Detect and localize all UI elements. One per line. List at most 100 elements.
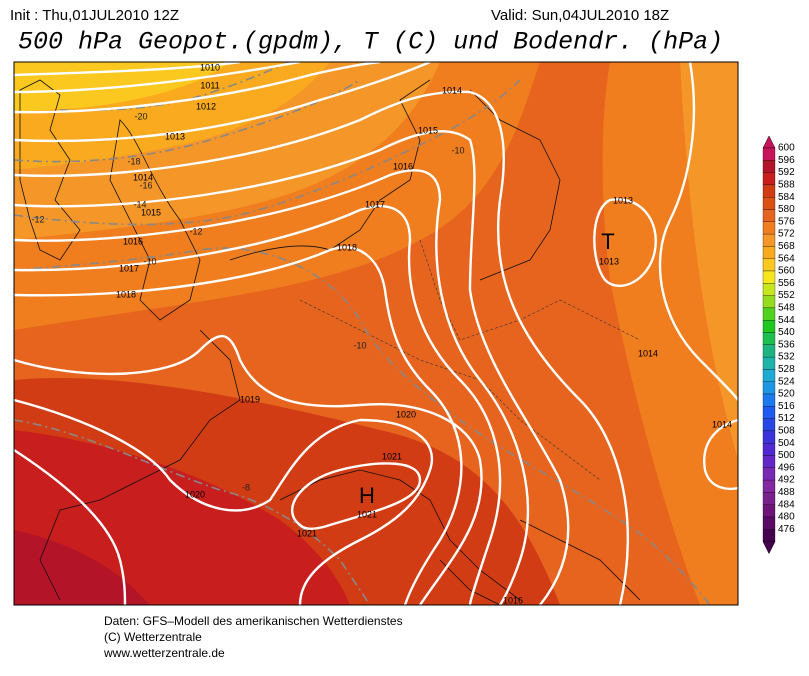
color-bar-label: 520 (778, 389, 795, 400)
copyright: (C) Wetterzentrale (104, 630, 202, 644)
color-bar-cell (762, 147, 776, 161)
temperature-label: -16 (139, 180, 152, 190)
color-bar-cell (762, 332, 776, 345)
website: www.wetterzentrale.de (103, 646, 225, 660)
isobar-label: 1021 (297, 528, 317, 538)
low-pressure-symbol: T (601, 229, 614, 254)
color-bar-label: 596 (778, 155, 795, 166)
color-bar-label: 592 (778, 167, 795, 178)
color-bar-label: 528 (778, 364, 795, 375)
color-bar-label: 512 (778, 413, 795, 424)
color-bar-cell (762, 418, 776, 432)
color-bar-label: 492 (778, 475, 795, 486)
isobar-label: 1020 (185, 489, 205, 499)
isobar-label: 1018 (116, 289, 136, 299)
temperature-label: -8 (242, 482, 250, 492)
color-bar-label: 544 (778, 315, 795, 326)
color-bar-label: 600 (778, 143, 795, 154)
high-pressure-symbol: H (359, 483, 375, 508)
color-bar-cell (762, 369, 776, 382)
color-bar-tip (762, 541, 776, 555)
map-frame (13, 61, 739, 606)
color-bar-label: 532 (778, 352, 795, 363)
temperature-label: -10 (143, 256, 156, 266)
color-bar-label: 576 (778, 216, 795, 227)
isobar-label: 1014 (712, 419, 732, 429)
color-bar-label: 580 (778, 204, 795, 215)
high-pressure-value: 1021 (357, 509, 377, 519)
color-bar-cell (762, 320, 776, 333)
color-bar-label: 500 (778, 450, 795, 461)
color-bar-label: 584 (778, 192, 795, 203)
color-bar-label: 496 (778, 462, 795, 473)
color-bar-label: 568 (778, 241, 795, 252)
color-bar-cell (762, 430, 776, 444)
color-bar-cell (762, 406, 776, 419)
color-bar-cell (762, 270, 776, 284)
color-bar-label: 588 (778, 180, 795, 191)
color-bar-label: 572 (778, 229, 795, 240)
isobar-label: 1017 (119, 263, 139, 273)
color-bar-cell (762, 381, 776, 395)
isobar-label: 1016 (123, 236, 143, 246)
color-bar-label: 556 (778, 278, 795, 289)
color-bar-cell (762, 184, 776, 198)
color-bar-cell (762, 393, 776, 407)
isobar-label: 1014 (638, 348, 658, 358)
isobar-label: 1018 (337, 242, 357, 252)
color-bar-cell (762, 455, 776, 468)
temperature-label: -18 (127, 156, 140, 166)
isobar-label: 1011 (200, 80, 219, 90)
color-bar-cell (762, 467, 776, 481)
isobar-label: 1015 (141, 207, 161, 217)
isobar-label: 1010 (200, 62, 220, 72)
isobar-label: 1013 (165, 131, 185, 141)
init-time: Init : Thu,01JUL2010 12Z (10, 7, 179, 24)
isobar-label: 1019 (240, 394, 260, 404)
color-bar-cell (762, 172, 776, 186)
color-bar-cell (762, 443, 776, 456)
color-bar-cell (762, 516, 776, 530)
isobar-label: 1016 (503, 595, 523, 605)
color-bar-label: 484 (778, 499, 795, 510)
color-bar-label: 560 (778, 266, 795, 277)
color-bar-cell (762, 233, 776, 247)
color-bar-label: 476 (778, 524, 795, 535)
color-bar-label: 552 (778, 290, 795, 301)
color-bar-label: 516 (778, 401, 795, 412)
color-bar-label: 564 (778, 253, 795, 264)
isobar-label: 1017 (365, 199, 385, 209)
map-area: 1010 1011 1012 1013 1014 1015 1016 1017 … (14, 62, 738, 605)
temperature-label: -12 (189, 226, 202, 236)
isobar-label: 1014 (442, 85, 462, 95)
low-pressure-value: 1013 (599, 256, 619, 266)
color-bar-label: 524 (778, 376, 795, 387)
color-bar-cell (762, 221, 776, 235)
valid-time: Valid: Sun,04JUL2010 18Z (491, 7, 669, 24)
temperature-label: -20 (134, 111, 147, 121)
color-bar-cell (762, 197, 776, 210)
color-bar-cell (762, 529, 776, 542)
color-bar-label: 508 (778, 426, 795, 437)
isobar-label: 1014 (133, 172, 153, 182)
color-bar-cell (762, 246, 776, 259)
temperature-label: -12 (31, 214, 44, 224)
color-bar-cell (762, 356, 776, 370)
color-bar-tip (762, 135, 776, 149)
temperature-label: -14 (133, 199, 146, 209)
isobar-label: 1020 (396, 409, 416, 419)
color-bar-cell (762, 344, 776, 358)
data-source: Daten: GFS–Modell des amerikanischen Wet… (104, 614, 403, 628)
color-bar-label: 504 (778, 438, 795, 449)
isobar-label: 1012 (196, 101, 216, 111)
color-bar-cell (762, 492, 776, 505)
isobar-label: 1016 (393, 161, 413, 171)
color-bar-cell (762, 295, 776, 309)
map-title: 500 hPa Geopot.(gpdm), T (C) und Bodendr… (18, 28, 723, 57)
color-bar-cell (762, 283, 776, 296)
color-bar-cell (762, 479, 776, 493)
color-bar-cell (762, 209, 776, 222)
